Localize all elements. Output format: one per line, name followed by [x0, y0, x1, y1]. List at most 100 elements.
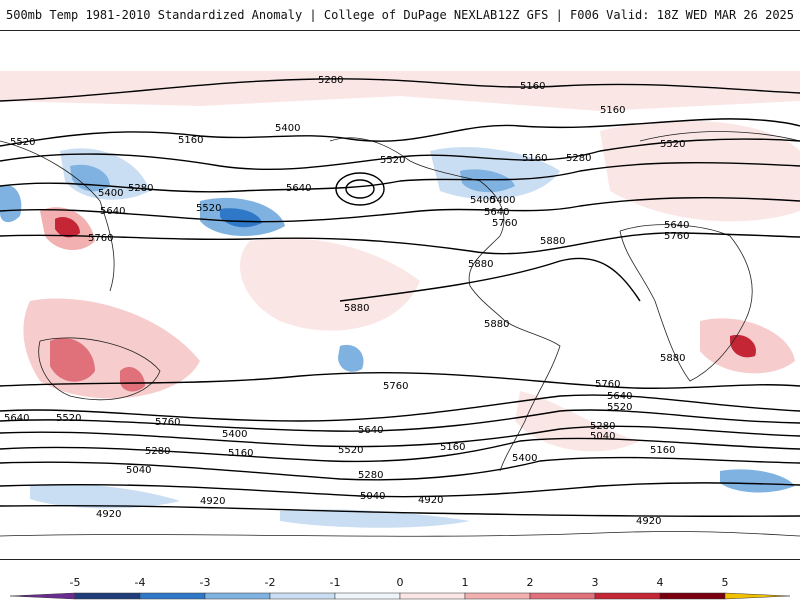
contour-line — [0, 394, 800, 422]
contour-label: 5880 — [344, 303, 369, 314]
contour-label: 5400 — [512, 453, 537, 464]
colorbar-segment — [399, 592, 466, 600]
contour-label: 5040 — [360, 491, 385, 502]
warm-anomaly-region — [120, 366, 145, 392]
contour-line — [0, 409, 800, 432]
contour-line — [0, 425, 800, 448]
contour-label: 5760 — [155, 417, 180, 428]
warm-anomaly-region — [0, 71, 800, 111]
contour-label: 4920 — [636, 516, 661, 527]
contour-label: 5400 — [470, 195, 495, 206]
colorbar: -5 -4 -3 -2 -1 0 1 2 3 4 5 — [0, 560, 800, 600]
map-title: 500mb Temp 1981-2010 Standardized Anomal… — [6, 8, 498, 22]
contour-label: 4920 — [418, 495, 443, 506]
contour-label: 5040 — [126, 465, 151, 476]
contour-label: 5880 — [660, 353, 685, 364]
contour-label: 5160 — [600, 105, 625, 116]
contour-label: 5880 — [540, 236, 565, 247]
contour-line — [339, 257, 641, 302]
cold-anomaly-region — [720, 469, 795, 493]
anomaly-shading — [0, 71, 800, 528]
cold-anomaly-region — [338, 344, 364, 372]
colorbar-segment — [464, 592, 531, 600]
colorbar-segment — [139, 592, 206, 600]
contour-label: 5400 — [222, 429, 247, 440]
contour-label: 4920 — [200, 496, 225, 507]
contour-label: 5760 — [492, 218, 517, 229]
contour-line — [0, 138, 800, 171]
contour-label: 5640 — [286, 183, 311, 194]
colorbar-tick-label: -3 — [200, 576, 211, 589]
colorbar-segment — [204, 592, 271, 600]
contour-labels: 5280 5160 5160 5520 5400 5160 5400 5280 … — [4, 75, 689, 527]
contour-low-ring — [345, 179, 375, 199]
contour-label: 5640 — [358, 425, 383, 436]
colorbar-segment — [659, 592, 726, 600]
contour-line — [0, 371, 800, 389]
contour-line — [0, 456, 800, 481]
warm-anomaly-region — [240, 238, 420, 331]
contour-low-ring — [335, 172, 385, 206]
warm-anomaly-region — [730, 334, 756, 358]
contour-label: 5400 — [98, 188, 123, 199]
colorbar-tick-label: 5 — [722, 576, 729, 589]
colorbar-segment — [269, 592, 336, 600]
contour-label: 5160 — [440, 442, 465, 453]
cold-anomaly-region — [460, 169, 515, 193]
contour-label: 5520 — [196, 203, 221, 214]
map-panel: 5280 5160 5160 5520 5400 5160 5400 5280 … — [0, 30, 800, 560]
contour-line — [0, 232, 800, 255]
north-america-coast — [329, 137, 506, 322]
warm-anomaly-region — [50, 337, 95, 382]
colorbar-tick-label: -5 — [70, 576, 81, 589]
africa-coast — [619, 224, 753, 382]
contour-label: 5520 — [56, 413, 81, 424]
colorbar-segment — [529, 592, 596, 600]
antarctica-coast — [0, 531, 800, 537]
model-valid-time: 12Z GFS | F006 Valid: 18Z WED MAR 26 202… — [497, 8, 794, 22]
header: 500mb Temp 1981-2010 Standardized Anomal… — [0, 0, 800, 30]
contour-label: 5280 — [358, 470, 383, 481]
contour-label: 5760 — [595, 379, 620, 390]
colorbar-segment — [724, 592, 791, 600]
cold-anomaly-region — [30, 483, 180, 509]
contour-label: 5400 — [275, 123, 300, 134]
contour-label: 5160 — [520, 81, 545, 92]
anomaly-map: 5280 5160 5160 5520 5400 5160 5400 5280 … — [0, 71, 800, 537]
cold-anomaly-region — [0, 185, 22, 223]
cold-anomaly-region — [280, 509, 470, 528]
colorbar-segments — [9, 592, 791, 600]
warm-anomaly-region — [55, 216, 80, 238]
contour-label: 5640 — [100, 206, 125, 217]
colorbar-tick-label: 4 — [657, 576, 664, 589]
contour-label: 5760 — [383, 381, 408, 392]
contour-line — [0, 504, 800, 517]
warm-anomaly-region — [515, 391, 640, 452]
colorbar-segment — [334, 592, 401, 600]
height-contours — [0, 78, 800, 517]
contour-label: 5760 — [664, 231, 689, 242]
colorbar-tick-label: 0 — [397, 576, 404, 589]
contour-label: 5280 — [145, 446, 170, 457]
contour-line — [0, 437, 800, 463]
south-america-coast — [499, 320, 561, 472]
colorbar-segment — [9, 592, 76, 600]
colorbar-tick-label: 3 — [592, 576, 599, 589]
contour-label: 5160 — [178, 135, 203, 146]
contour-label: 5520 — [10, 137, 35, 148]
eurasia-coast — [0, 131, 800, 292]
contour-label: 5280 — [590, 421, 615, 432]
colorbar-segment — [594, 592, 661, 600]
colorbar-tick-label: 2 — [527, 576, 534, 589]
contour-label: 5520 — [380, 155, 405, 166]
contour-label: 5640 — [664, 220, 689, 231]
contour-label: 5160 — [650, 445, 675, 456]
contour-label: 5880 — [484, 319, 509, 330]
contour-line — [0, 162, 800, 193]
contour-label: 5520 — [660, 139, 685, 150]
contour-label: 5640 — [484, 207, 509, 218]
colorbar-ticks: -5 -4 -3 -2 -1 0 1 2 3 4 5 — [70, 576, 729, 589]
contour-label: 5640 — [4, 413, 29, 424]
colorbar-segment — [74, 592, 141, 600]
contour-label: 5400 — [490, 195, 515, 206]
